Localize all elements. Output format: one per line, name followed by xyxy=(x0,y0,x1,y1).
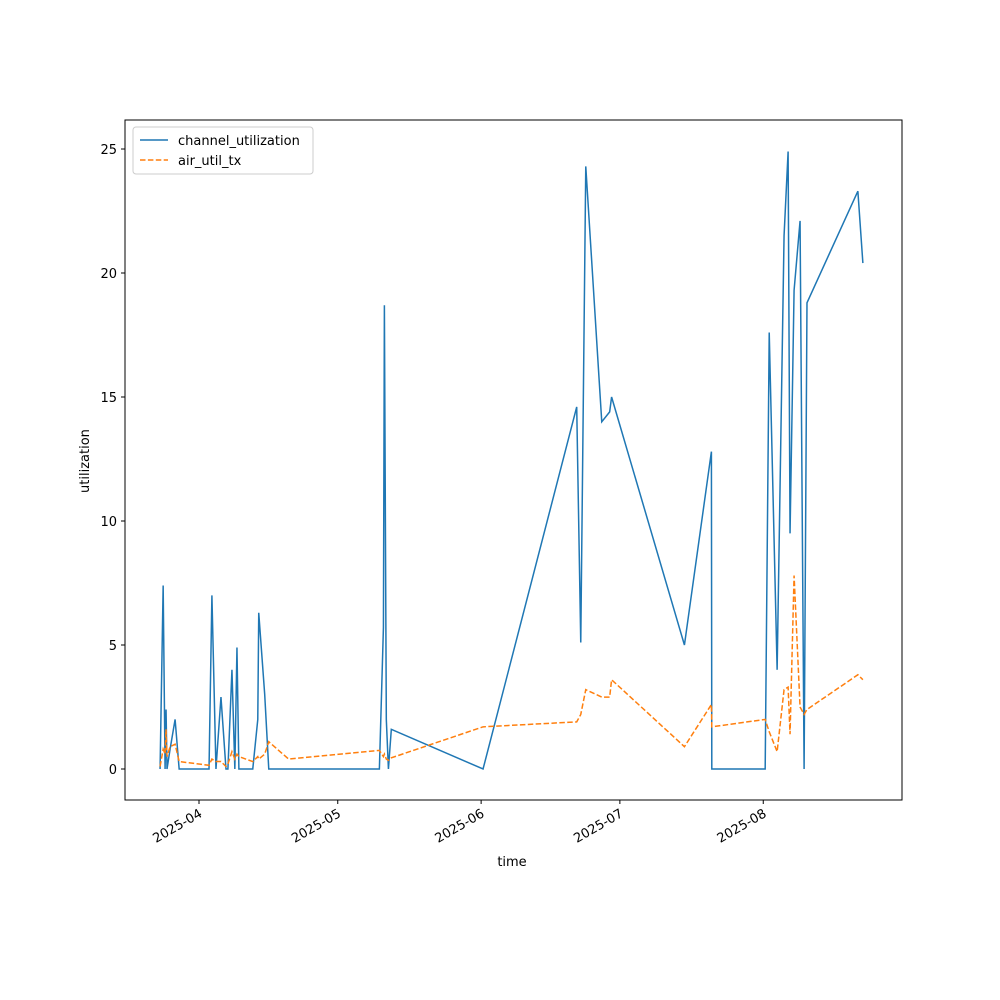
legend-box xyxy=(132,126,314,175)
y-tick-label: 15 xyxy=(100,391,117,406)
series-line xyxy=(159,575,864,768)
series-line xyxy=(159,151,864,771)
y-tick-label: 5 xyxy=(109,639,117,654)
legend-label: channel_utilization xyxy=(178,134,300,149)
y-tick-label: 0 xyxy=(109,763,117,778)
y-tick-label: 10 xyxy=(100,515,117,530)
y-tick-label: 20 xyxy=(100,267,117,282)
legend-label: air_util_tx xyxy=(178,154,242,169)
x-axis-label: time xyxy=(497,855,526,870)
y-axis-label: utilization xyxy=(78,429,93,493)
plot-frame xyxy=(124,119,903,801)
y-tick-label: 25 xyxy=(100,143,117,158)
